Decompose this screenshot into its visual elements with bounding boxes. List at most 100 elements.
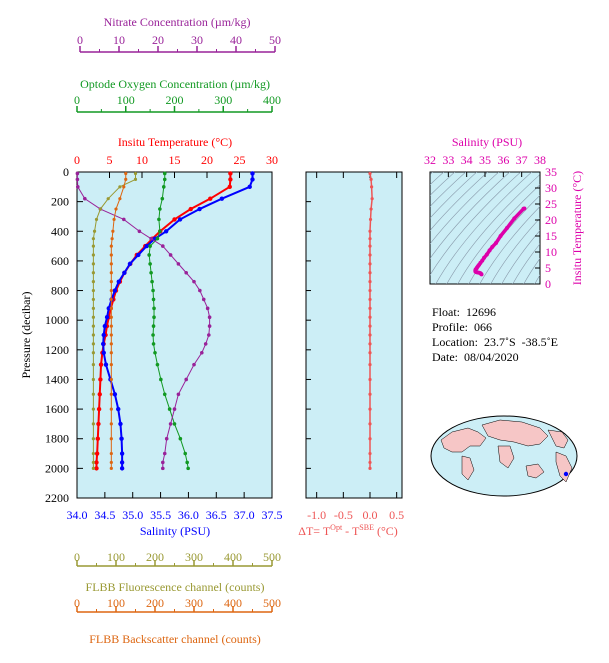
nitrate-point xyxy=(207,315,212,320)
temperature-tick-label: 10 xyxy=(136,153,148,167)
backscatter-point xyxy=(109,333,113,337)
salinity-point xyxy=(112,392,118,397)
nitrate-point xyxy=(75,171,80,176)
pressure-tick-label: 2200 xyxy=(45,491,69,505)
salinity-point xyxy=(144,243,149,249)
nitrate-point xyxy=(161,244,165,248)
backscatter-point xyxy=(109,422,113,426)
ts-salinity-tick-label: 32 xyxy=(424,153,436,167)
ts-temperature-tick-label: 5 xyxy=(545,261,551,275)
delta-t-point xyxy=(368,244,372,248)
oxygen-point xyxy=(159,377,163,382)
delta-t-point xyxy=(368,324,372,328)
nitrate-point xyxy=(205,306,210,311)
oxygen-point xyxy=(151,342,156,346)
date: Date: 08/04/2020 xyxy=(432,350,519,364)
oxygen-point xyxy=(149,270,153,275)
backscatter-point xyxy=(109,407,113,411)
temperature-tick-label: 25 xyxy=(234,153,246,167)
backscatter-tick-label: 0 xyxy=(74,596,80,610)
temperature-tick-label: 0 xyxy=(74,153,80,167)
oxygen-point xyxy=(167,407,172,411)
density-contour xyxy=(534,274,540,284)
oxygen-point xyxy=(160,196,165,201)
nitrate-tick-label: 40 xyxy=(230,33,242,47)
backscatter-point xyxy=(109,315,113,319)
oxygen-point xyxy=(157,217,161,222)
ts-temperature-tick-label: 35 xyxy=(545,165,557,179)
delta-t-point xyxy=(370,197,374,201)
oxygen-point xyxy=(155,362,160,367)
delta-t-point xyxy=(368,460,372,465)
density-contour xyxy=(430,172,522,276)
delta-t-point xyxy=(368,253,372,257)
delta-t-axis-label: ΔT= TOpt - TSBE (°C) xyxy=(298,523,398,538)
float-location-marker xyxy=(563,471,569,477)
ts-point xyxy=(521,206,526,211)
density-contour xyxy=(430,172,500,245)
nitrate-point xyxy=(200,350,204,355)
profile-number: Profile: 066 xyxy=(432,320,492,334)
ts-temperature-tick-label: 25 xyxy=(545,197,557,211)
density-contour xyxy=(430,172,467,207)
oxygen-point xyxy=(162,392,167,397)
temperature-point xyxy=(97,392,102,397)
oxygen-point xyxy=(151,288,155,293)
salinity-tick-label: 34.0 xyxy=(67,508,88,522)
backscatter-profile-line xyxy=(110,173,127,469)
delta-t-point xyxy=(368,237,372,241)
backscatter-point xyxy=(109,324,113,328)
nitrate-point xyxy=(198,288,202,293)
salinity-point xyxy=(104,315,110,320)
salinity-point xyxy=(163,229,169,234)
salinity-tick-label: 34.5 xyxy=(94,508,115,522)
fluorescence-tick-label: 100 xyxy=(107,550,125,564)
nitrate-point xyxy=(176,392,181,397)
backscatter-point xyxy=(114,207,118,211)
delta-t-point xyxy=(368,297,372,302)
pressure-tick-label: 800 xyxy=(51,284,69,298)
nitrate-point xyxy=(122,217,126,222)
backscatter-point xyxy=(124,177,128,182)
nitrate-point xyxy=(192,362,196,367)
fluorescence-axis-label: FLBB Fluorescence channel (counts) xyxy=(86,580,265,594)
fluorescence-point xyxy=(91,342,95,346)
nitrate-point xyxy=(149,236,153,241)
nitrate-point xyxy=(201,297,206,302)
delta-t-tick-label: 0.5 xyxy=(389,508,404,522)
oxygen-point xyxy=(183,451,188,456)
temperature-profile-line xyxy=(95,173,232,469)
nitrate-point xyxy=(168,422,173,426)
delta-t-point xyxy=(370,185,374,189)
pressure-tick-label: 200 xyxy=(51,195,69,209)
nitrate-point xyxy=(83,196,87,201)
oxygen-point xyxy=(186,466,190,471)
nitrate-point xyxy=(168,253,173,257)
salinity-tick-label: 35.5 xyxy=(150,508,171,522)
fluorescence-point xyxy=(91,460,95,465)
fluorescence-tick-label: 500 xyxy=(263,550,281,564)
temperature-point xyxy=(228,177,233,182)
oxygen-tick-label: 400 xyxy=(263,93,281,107)
backscatter-point xyxy=(109,262,113,266)
delta-t-point xyxy=(368,171,372,176)
fluorescence-point xyxy=(91,324,95,328)
fluorescence-tick-label: 300 xyxy=(185,550,203,564)
salinity-point xyxy=(101,332,106,338)
ts-point xyxy=(498,234,503,238)
density-contour xyxy=(430,172,511,260)
fluorescence-point xyxy=(91,297,95,302)
nitrate-point xyxy=(176,262,181,266)
ts-temperature-tick-label: 10 xyxy=(545,245,557,259)
delta-t-point xyxy=(368,229,372,233)
fluorescence-point xyxy=(91,271,95,275)
oxygen-point xyxy=(151,324,156,328)
temperature-point xyxy=(228,171,233,176)
delta-t-point xyxy=(368,407,372,411)
backscatter-point xyxy=(109,288,113,293)
salinity-point xyxy=(219,196,225,201)
nitrate-point xyxy=(75,177,80,182)
nitrate-axis: Nitrate Concentration (µm/kg) 0 10 20 30 40 5… xyxy=(77,15,281,53)
salinity-axis-label: Salinity (PSU) xyxy=(140,524,210,538)
density-contour xyxy=(430,172,456,196)
